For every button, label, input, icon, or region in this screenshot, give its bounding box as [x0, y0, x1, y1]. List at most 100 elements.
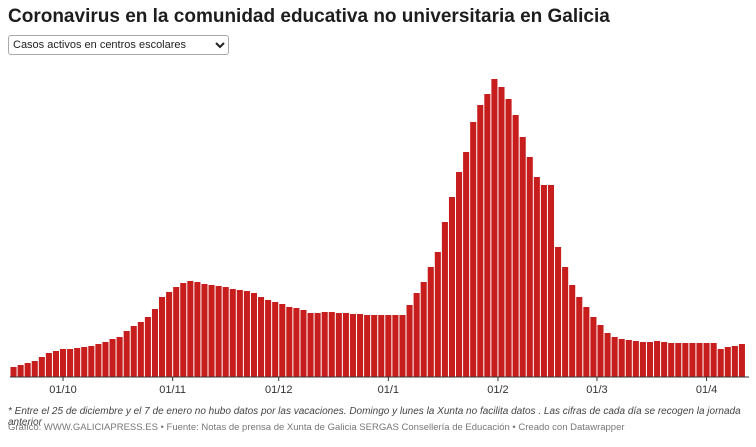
- bar: [236, 290, 243, 377]
- bar: [519, 137, 526, 377]
- bar: [477, 105, 484, 377]
- bar: [102, 342, 109, 377]
- bar: [74, 348, 81, 377]
- bar: [463, 152, 470, 377]
- x-tick-label: 01/2: [487, 384, 508, 396]
- x-tick-label: 01/4: [696, 384, 717, 396]
- bar: [116, 337, 123, 377]
- chart-title: Coronavirus en la comunidad educativa no…: [8, 6, 610, 27]
- bar: [265, 300, 272, 377]
- bar: [279, 304, 286, 377]
- bar: [654, 341, 661, 377]
- bar: [491, 79, 498, 377]
- bar: [583, 307, 590, 377]
- bar: [703, 343, 710, 377]
- bar: [335, 313, 342, 377]
- bar: [505, 99, 512, 377]
- bar: [88, 346, 95, 377]
- bar: [201, 284, 208, 377]
- bar: [24, 363, 31, 377]
- bar: [342, 313, 349, 377]
- bar: [45, 353, 52, 377]
- bar: [675, 343, 682, 377]
- bar: [31, 361, 38, 377]
- bar: [328, 312, 335, 377]
- credit: Gráfico: WWW.GALICIAPRESS.ES • Fuente: N…: [8, 422, 625, 433]
- chart: 01/10 01/11 01/12 01/1 01/2 01/3 01/4: [10, 79, 749, 396]
- bar: [427, 267, 434, 377]
- bar: [166, 292, 173, 377]
- bar: [646, 342, 654, 377]
- bar: [434, 252, 441, 377]
- bar: [67, 349, 74, 377]
- footnote: * Entre el 25 de diciembre y el 7 de ene…: [8, 406, 741, 428]
- bar: [484, 94, 491, 377]
- bar: [300, 310, 307, 377]
- x-tick-label: 01/1: [378, 384, 399, 396]
- bar: [618, 339, 625, 377]
- bar: [576, 297, 583, 377]
- bar: [10, 367, 17, 377]
- bar: [208, 285, 215, 377]
- bar: [731, 346, 738, 377]
- bar: [611, 337, 618, 377]
- x-tick-label: 01/11: [159, 384, 186, 396]
- bar: [130, 326, 137, 377]
- x-tick-label: 01/12: [265, 384, 293, 396]
- x-tick-label: 01/3: [586, 384, 607, 396]
- bar: [250, 293, 258, 377]
- bar: [724, 347, 731, 377]
- bar: [357, 314, 364, 377]
- metric-selector[interactable]: Casos activos en centros escolares: [8, 35, 229, 55]
- bar: [293, 308, 300, 377]
- bar: [597, 325, 604, 377]
- bar: [95, 344, 102, 377]
- bar: [448, 197, 456, 377]
- bar: [661, 342, 668, 377]
- bar: [547, 185, 555, 377]
- bar: [470, 122, 477, 377]
- bar: [321, 312, 328, 377]
- bar: [258, 297, 265, 377]
- bar: [272, 302, 279, 377]
- bar: [60, 349, 67, 377]
- bar: [562, 267, 569, 377]
- bar: [349, 314, 357, 377]
- bar: [533, 177, 540, 377]
- bar: [604, 333, 611, 377]
- bar: [123, 331, 130, 377]
- bar: [364, 315, 371, 377]
- bar: [307, 313, 314, 377]
- bar: [406, 305, 413, 377]
- bar: [173, 287, 180, 377]
- bar: [81, 347, 88, 377]
- bar: [413, 293, 420, 377]
- bar: [286, 307, 293, 377]
- bar: [689, 343, 696, 377]
- bar: [526, 157, 533, 377]
- bar: [456, 172, 463, 377]
- bar: [738, 344, 745, 377]
- bar: [137, 322, 144, 377]
- bar: [215, 286, 222, 377]
- bar: [682, 343, 689, 377]
- bar: [38, 357, 45, 377]
- bar: [441, 222, 448, 377]
- bar: [229, 289, 236, 377]
- bar: [569, 285, 576, 377]
- bar: [385, 315, 392, 377]
- bar: [668, 343, 675, 377]
- bar: [17, 365, 24, 377]
- x-tick-label: 01/10: [49, 384, 77, 396]
- bar: [632, 341, 639, 377]
- bar: [512, 115, 519, 377]
- bar: [717, 349, 724, 377]
- bar: [222, 287, 229, 377]
- bar: [590, 317, 597, 377]
- bar: [540, 185, 547, 377]
- bar: [159, 297, 166, 377]
- bar: [151, 309, 159, 377]
- bar: [52, 351, 60, 377]
- bar: [243, 291, 250, 377]
